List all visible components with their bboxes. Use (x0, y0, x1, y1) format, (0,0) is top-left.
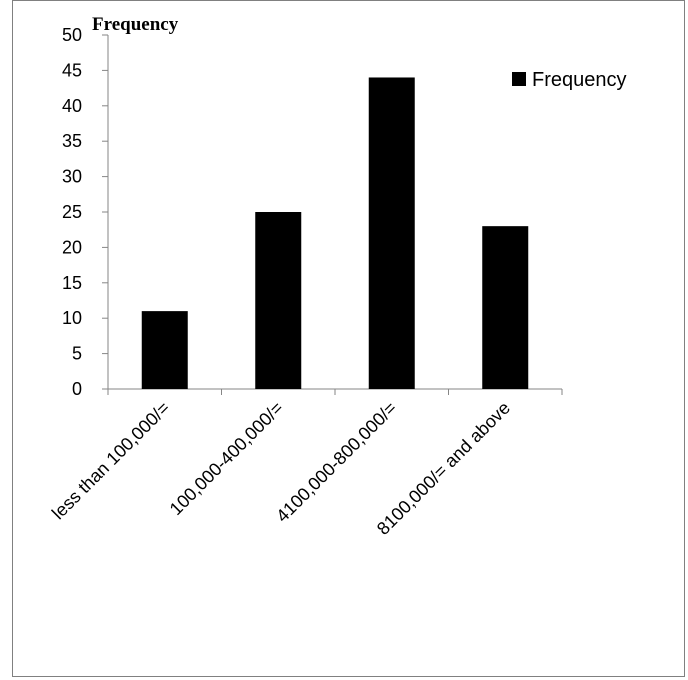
y-tick-label: 40 (62, 96, 82, 116)
y-tick-labels: 0 5 10 15 20 25 30 35 40 45 50 (62, 25, 82, 399)
legend-swatch (512, 72, 526, 86)
y-tick-label: 20 (62, 237, 82, 257)
bar (141, 311, 188, 389)
y-tick-label: 45 (62, 60, 82, 80)
legend: Frequency (512, 69, 627, 91)
x-tick-label: 8100,000/= and above (373, 398, 514, 539)
y-tick-label: 15 (62, 273, 82, 293)
bar (482, 226, 529, 389)
y-tick-label: 0 (72, 379, 82, 399)
y-tick-label: 30 (62, 167, 82, 187)
y-tick-label: 50 (62, 25, 82, 45)
chart-frame (12, 0, 685, 677)
y-tick-label: 25 (62, 202, 82, 222)
x-tick-labels: less than 100,000/=100,000-400,000/=4100… (48, 398, 514, 539)
x-tick-label: 4100,000-800,000/= (272, 398, 400, 526)
bars (141, 77, 529, 389)
y-tick-label: 35 (62, 131, 82, 151)
x-tick-label: less than 100,000/= (48, 398, 174, 524)
y-tick-label: 5 (72, 344, 82, 364)
bar (255, 212, 302, 389)
x-tick-label: 100,000-400,000/= (166, 398, 287, 519)
y-tick-label: 10 (62, 308, 82, 328)
chart-title: Frequency (92, 14, 179, 35)
bar (368, 77, 415, 389)
legend-label: Frequency (532, 69, 627, 91)
